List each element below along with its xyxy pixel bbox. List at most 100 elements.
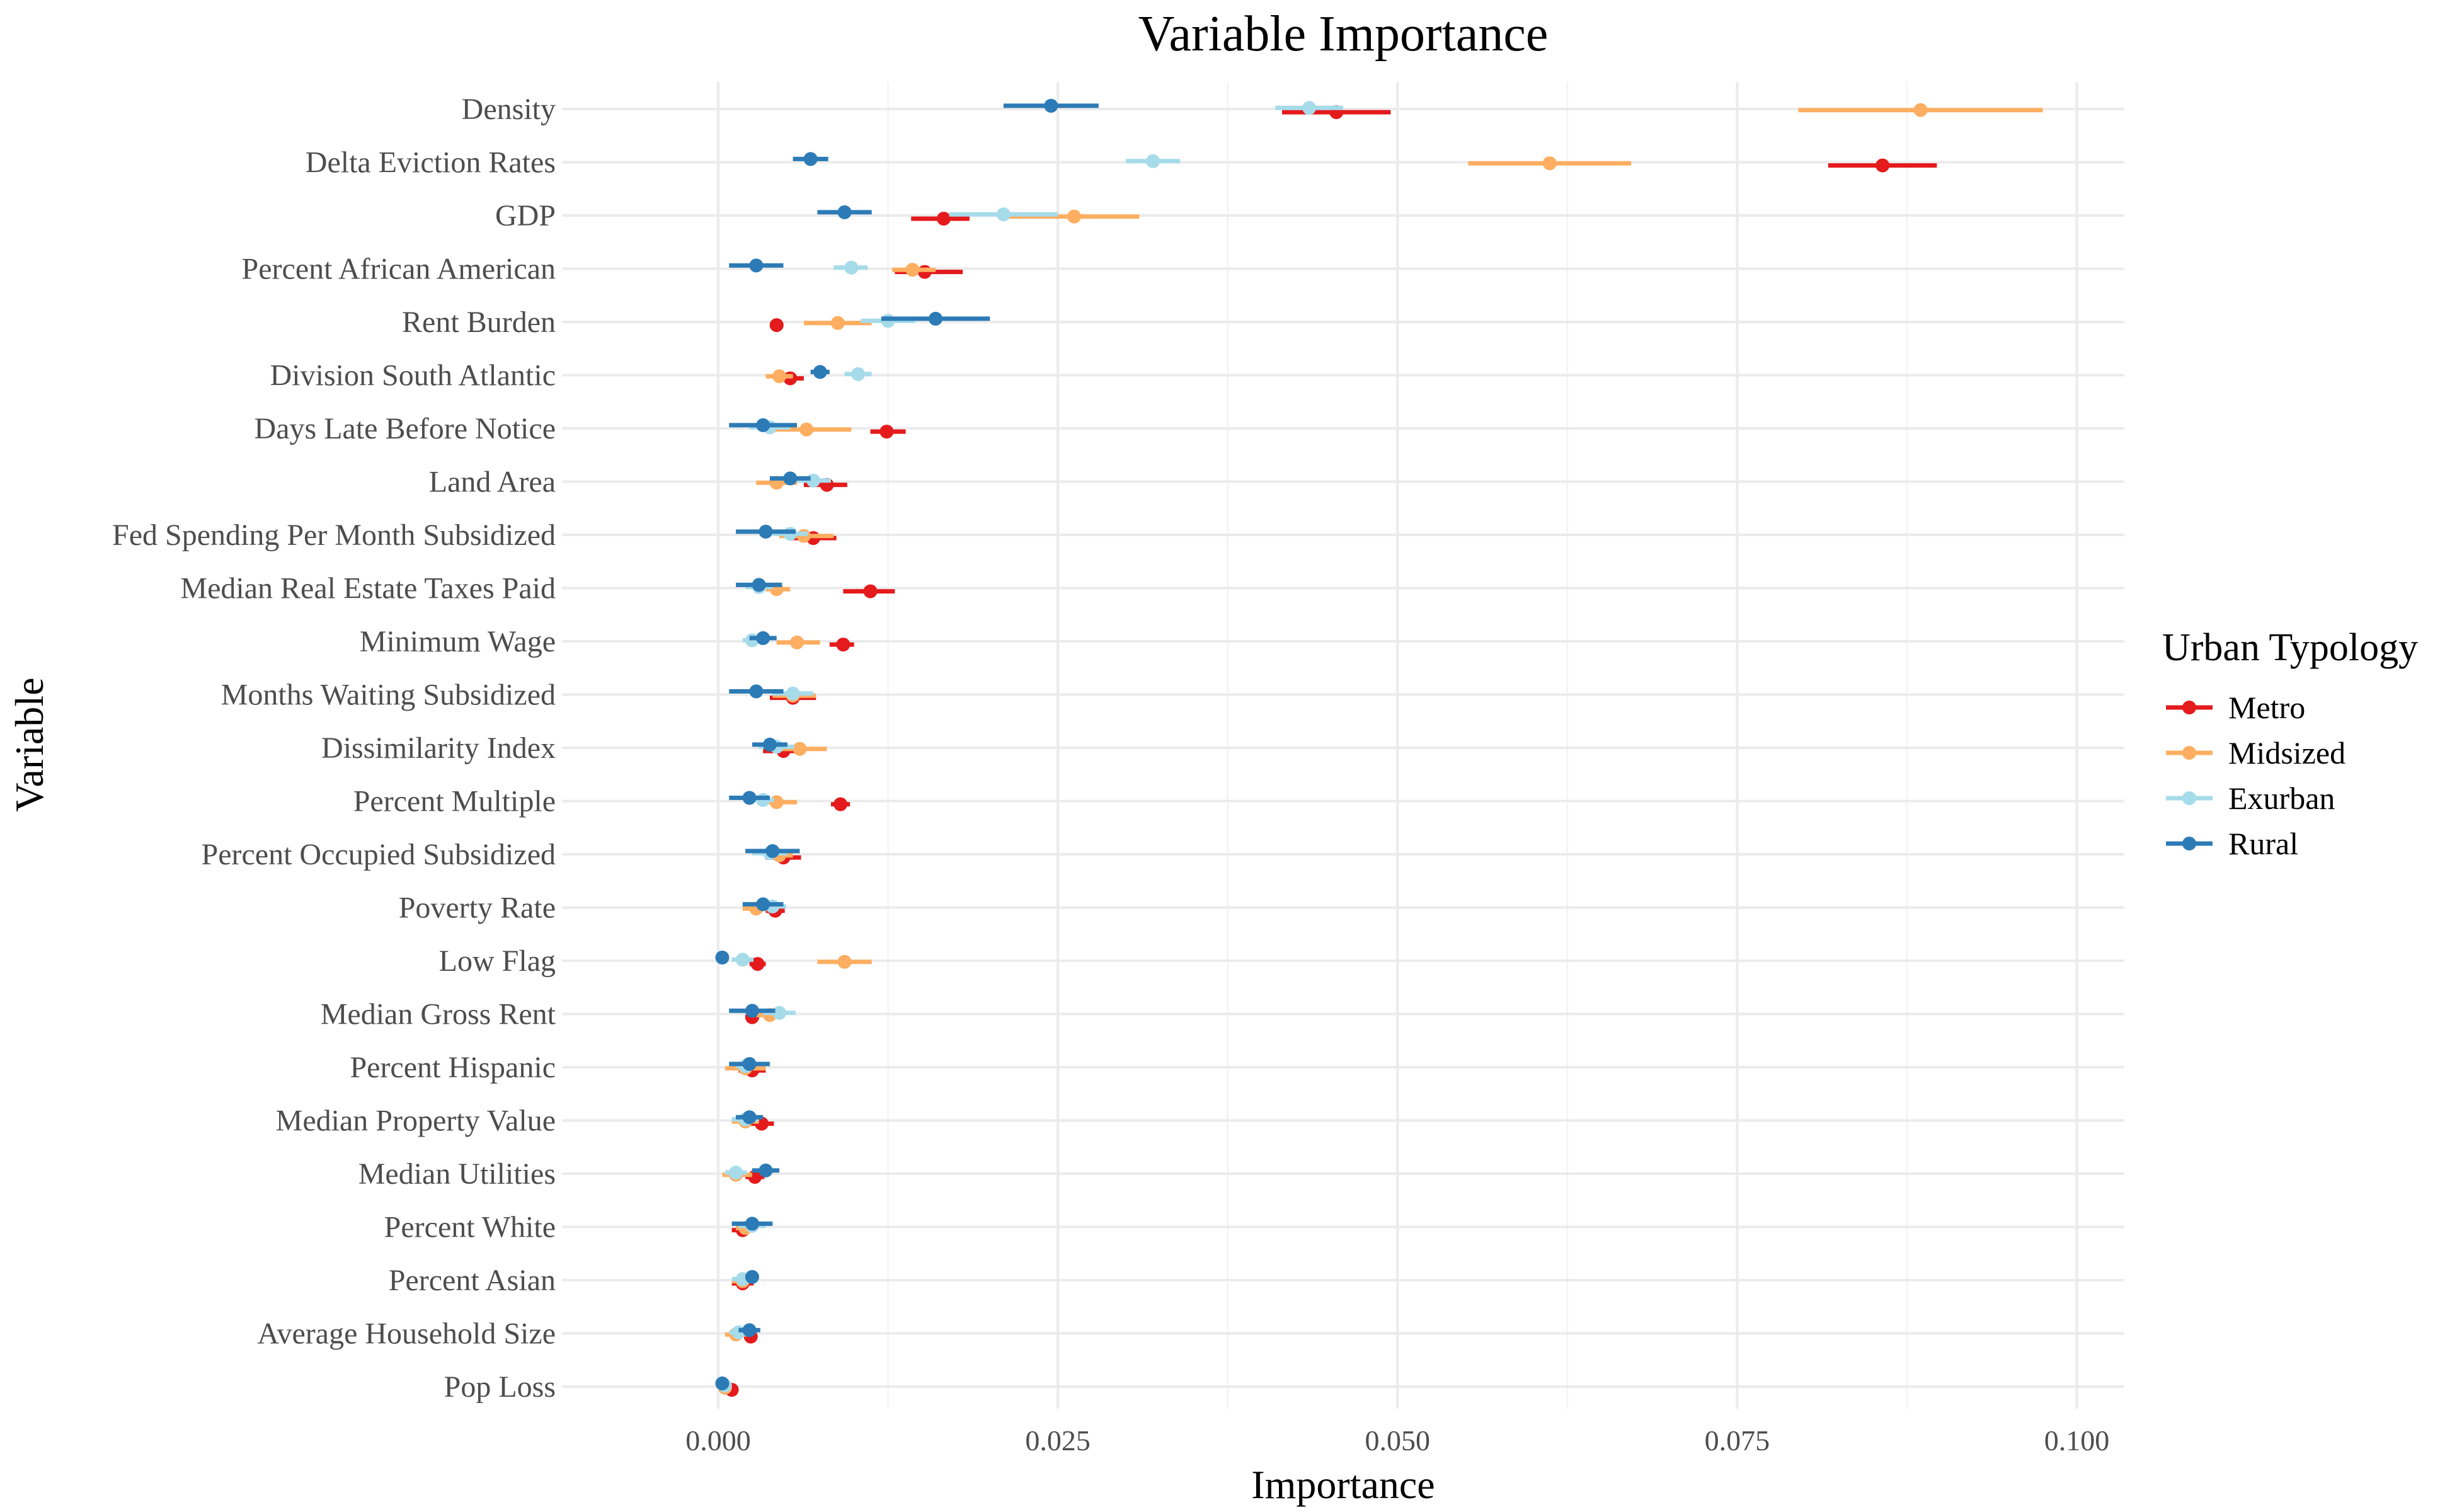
x-tick-labels: 0.000 0.025 0.050 0.075 0.100 [685,1424,2109,1457]
data-point [715,1376,730,1390]
data-point [772,1005,787,1020]
data-point [742,1110,757,1125]
y-tick-label: Poverty Rate [399,891,556,925]
data-point [851,367,866,381]
data-point [1146,154,1160,168]
legend-key-exurban [2166,791,2213,805]
data-point [742,791,757,805]
y-tick-label: Percent Hispanic [350,1051,556,1084]
x-tick-label: 0.100 [2044,1424,2110,1457]
data-point [756,897,770,912]
legend-label: Metro [2228,690,2305,725]
data-point [735,953,750,967]
data-point [745,1269,759,1284]
legend-title: Urban Typology [2162,626,2418,669]
legend-label: Rural [2228,826,2298,861]
legend-key-midsized [2166,746,2213,760]
data-point [790,635,805,650]
x-tick-label: 0.075 [1705,1424,1770,1457]
data-point [813,365,827,379]
y-tick-label: Delta Eviction Rates [306,146,556,180]
y-tick-label: Dissimilarity Index [321,731,556,765]
data-point [803,152,818,166]
y-tick-label: Median Utilities [358,1157,556,1191]
data-point [844,260,859,275]
legend-key-rural [2166,837,2213,850]
data-point [1913,103,1928,117]
data-point [756,418,770,432]
data-marks [715,98,2043,1397]
y-tick-label: Days Late Before Notice [255,412,556,445]
data-point [765,844,780,858]
data-point [833,797,848,811]
data-point [793,742,807,756]
y-tick-label: Low Flag [439,944,556,978]
x-tick-label: 0.050 [1365,1424,1431,1457]
legend-key-metro [2166,701,2213,714]
y-tick-label: Density [462,93,556,126]
data-point [759,1163,773,1177]
data-point [749,258,764,273]
y-tick-label: Median Real Estate Taxes Paid [180,572,556,605]
y-tick-label: Median Property Value [276,1104,556,1138]
data-point [742,1057,757,1071]
y-tick-label: Division South Atlantic [270,359,556,392]
data-point [756,631,770,645]
data-point [752,578,766,592]
data-point [996,207,1011,222]
y-tick-labels: Density Delta Eviction Rates GDP Percent Af… [112,93,556,1404]
data-point [837,205,852,219]
x-tick-label: 0.025 [1025,1424,1091,1457]
legend-key-point [2182,701,2196,714]
data-point [783,471,798,486]
data-point [879,425,894,439]
series-rural [715,98,1099,1390]
data-point [837,954,852,969]
data-point [759,524,773,539]
data-point [749,684,764,699]
y-tick-label: Land Area [429,466,556,499]
data-point [1044,98,1058,113]
y-tick-label: Pop Loss [444,1370,556,1404]
y-tick-label: Minimum Wage [360,625,556,658]
data-point [1876,158,1890,173]
data-point [786,686,800,701]
legend-label: Midsized [2228,735,2345,770]
y-tick-label: Average Household Size [257,1317,556,1351]
y-tick-label: Rent Burden [402,306,556,339]
x-axis-title: Importance [1251,1462,1435,1507]
y-tick-label: Percent Multiple [353,785,556,818]
chart-title: Variable Importance [1138,6,1549,62]
y-tick-label: GDP [495,199,556,232]
legend-key-point [2182,837,2196,850]
y-tick-label: Fed Spending Per Month Subsidized [112,518,556,552]
data-point [836,638,850,652]
legend-key-point [2182,791,2196,805]
legend: Urban Typology Metro Midsized Exurban Rural [2162,626,2418,861]
data-point [762,737,777,752]
data-point [772,369,787,384]
y-axis-title: Variable [7,677,52,811]
data-point [769,318,784,333]
x-tick-label: 0.000 [685,1424,751,1457]
data-point [1542,156,1557,171]
data-point [729,1166,743,1180]
y-tick-label: Months Waiting Subsidized [221,679,556,712]
data-point [715,950,730,965]
data-point [929,311,943,326]
data-point [1067,209,1082,224]
y-tick-label: Median Gross Rent [321,998,556,1031]
y-tick-label: Percent White [384,1211,556,1244]
y-tick-label: Percent African American [242,253,556,286]
data-point [745,1004,759,1018]
legend-label: Exurban [2228,781,2335,816]
data-point [830,316,845,330]
data-point [799,422,814,437]
y-tick-label: Percent Asian [389,1264,556,1297]
data-point [742,1323,757,1337]
data-point [863,584,878,598]
data-point [905,263,920,277]
data-point [745,1217,759,1231]
